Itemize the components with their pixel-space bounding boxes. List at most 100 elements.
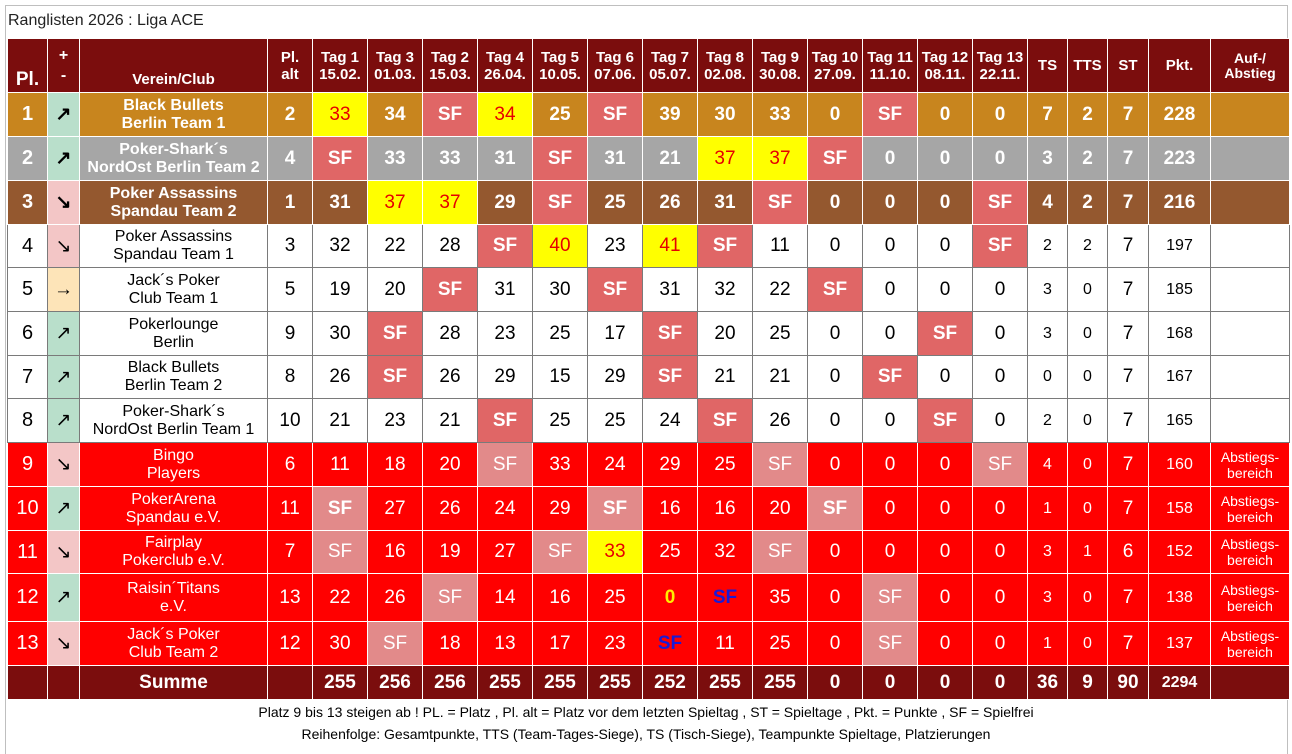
club-name-line2: Berlin Team 1 xyxy=(121,114,226,132)
day-score-cell: 24 xyxy=(642,398,698,443)
day-header-date: 02.08. xyxy=(704,65,746,83)
points-cell: 160 xyxy=(1148,442,1211,487)
day-header-date: 22.11. xyxy=(979,65,1021,83)
day-score-cell: SF xyxy=(477,442,533,487)
trend-up-icon: ↗ xyxy=(47,311,80,356)
day-score-cell: 21 xyxy=(312,398,368,443)
day-header-date: 30.08. xyxy=(759,65,801,83)
trend-down-icon: ↘ xyxy=(47,530,80,574)
day-score-cell: 25 xyxy=(697,442,753,487)
club-name: Black Bullets Berlin Team 1 xyxy=(79,92,268,137)
day-score-cell: SF xyxy=(367,621,423,666)
day-score-cell: 31 xyxy=(312,180,368,225)
col-header-day-3: Tag 2 15.03. xyxy=(422,38,478,93)
day-header-date: 11.10. xyxy=(869,65,911,83)
day-score-cell: 0 xyxy=(807,573,863,622)
day-score-cell: 11 xyxy=(697,621,753,666)
day-score-cell: 25 xyxy=(752,621,808,666)
day-score-cell: 0 xyxy=(807,224,863,268)
day-header-date: 01.03. xyxy=(374,65,416,83)
auf-abstieg-cell xyxy=(1210,136,1290,181)
footer-note-1: Platz 9 bis 13 steigen ab ! PL. = Platz … xyxy=(258,704,1034,720)
day-header-label: Tag 6 xyxy=(595,48,635,66)
tts-cell: 0 xyxy=(1067,486,1108,531)
trend-plus: + xyxy=(58,46,69,64)
club-name-line1: Black Bullets xyxy=(127,359,220,376)
club-name: Jack´s Poker Club Team 2 xyxy=(79,621,268,666)
col-header-day-9: Tag 9 30.08. xyxy=(752,38,808,93)
relegation-label-line1: Abstiegs- xyxy=(1220,581,1280,598)
st-cell: 6 xyxy=(1107,530,1149,574)
relegation-label-line1: Abstiegs- xyxy=(1220,448,1280,465)
day-score-cell: 21 xyxy=(697,355,753,399)
club-name: Poker-Shark´s NordOst Berlin Team 1 xyxy=(79,398,268,443)
day-score-cell: 37 xyxy=(422,180,478,225)
day-score-cell: 30 xyxy=(312,311,368,356)
old-place-cell: 12 xyxy=(267,621,313,666)
old-place-cell: 4 xyxy=(267,136,313,181)
tts-cell: 0 xyxy=(1067,267,1108,312)
auf-abstieg-cell xyxy=(1210,355,1290,399)
day-score-cell: 0 xyxy=(917,92,973,137)
old-place-cell: 5 xyxy=(267,267,313,312)
table-row: 10 ↗ PokerArena Spandau e.V. 11 SF 27 26 24 29 SF 1… xyxy=(7,486,1290,531)
tts-cell: 0 xyxy=(1067,621,1108,666)
day-score-cell: 26 xyxy=(752,398,808,443)
col-header-ts: TS xyxy=(1027,38,1068,93)
day-score-cell: 0 xyxy=(642,573,698,622)
day-score-cell: 11 xyxy=(752,224,808,268)
old-place-cell: 6 xyxy=(267,442,313,487)
day-score-cell: 20 xyxy=(752,486,808,531)
col-header-day-12: Tag 12 08.11. xyxy=(917,38,973,93)
day-score-cell: SF xyxy=(917,398,973,443)
club-name-line2: Spandau e.V. xyxy=(125,508,222,526)
place-cell: 1 xyxy=(7,92,48,137)
trend-minus: - xyxy=(60,66,67,84)
club-name-line2: Spandau Team 2 xyxy=(110,202,237,220)
day-score-cell: SF xyxy=(422,92,478,137)
day-score-cell: 0 xyxy=(972,573,1028,622)
col-header-day-10: Tag 10 27.09. xyxy=(807,38,863,93)
day-score-cell: SF xyxy=(532,136,588,181)
st-cell: 7 xyxy=(1107,621,1149,666)
day-score-cell: SF xyxy=(312,136,368,181)
col-header-day-8: Tag 8 02.08. xyxy=(697,38,753,93)
relegation-label-line2: bereich xyxy=(1227,597,1273,614)
day-score-cell: 0 xyxy=(917,621,973,666)
day-score-cell: 0 xyxy=(807,530,863,574)
day-score-cell: 29 xyxy=(642,442,698,487)
col-header-day-6: Tag 6 07.06. xyxy=(587,38,643,93)
place-cell: 11 xyxy=(7,530,48,574)
st-cell: 7 xyxy=(1107,442,1149,487)
points-cell: 138 xyxy=(1148,573,1211,622)
trend-up-icon: ↗ xyxy=(47,92,80,137)
club-name-line2: Berlin xyxy=(153,333,194,351)
day-score-cell: SF xyxy=(477,398,533,443)
day-header-label: Tag 7 xyxy=(650,48,690,66)
place-cell: 8 xyxy=(7,398,48,443)
place-cell: 9 xyxy=(7,442,48,487)
sum-ts: 36 xyxy=(1027,665,1068,700)
day-score-cell: 0 xyxy=(862,442,918,487)
trend-up-icon: ↗ xyxy=(47,398,80,443)
ts-cell: 1 xyxy=(1027,621,1068,666)
club-name: Raisin´Titans e.V. xyxy=(79,573,268,622)
day-score-cell: 25 xyxy=(532,92,588,137)
day-score-cell: SF xyxy=(697,224,753,268)
col-header-st: ST xyxy=(1107,38,1149,93)
day-score-cell: 41 xyxy=(642,224,698,268)
day-score-cell: 23 xyxy=(477,311,533,356)
old-place-cell: 9 xyxy=(267,311,313,356)
table-row: 5 → Jack´s Poker Club Team 1 5 19 20 SF 31 30 SF 31… xyxy=(7,267,1290,312)
auf-abstieg-cell: Abstiegs-bereich xyxy=(1210,573,1290,622)
sum-day-cell: 255 xyxy=(587,665,643,700)
tts-cell: 0 xyxy=(1067,573,1108,622)
day-score-cell: 25 xyxy=(532,398,588,443)
tts-cell: 1 xyxy=(1067,530,1108,574)
day-score-cell: 0 xyxy=(972,486,1028,531)
trend-down-icon: ↘ xyxy=(47,442,80,487)
relegation-label-line2: bereich xyxy=(1227,643,1273,660)
day-score-cell: 0 xyxy=(972,92,1028,137)
day-score-cell: 0 xyxy=(917,442,973,487)
day-score-cell: 30 xyxy=(312,621,368,666)
